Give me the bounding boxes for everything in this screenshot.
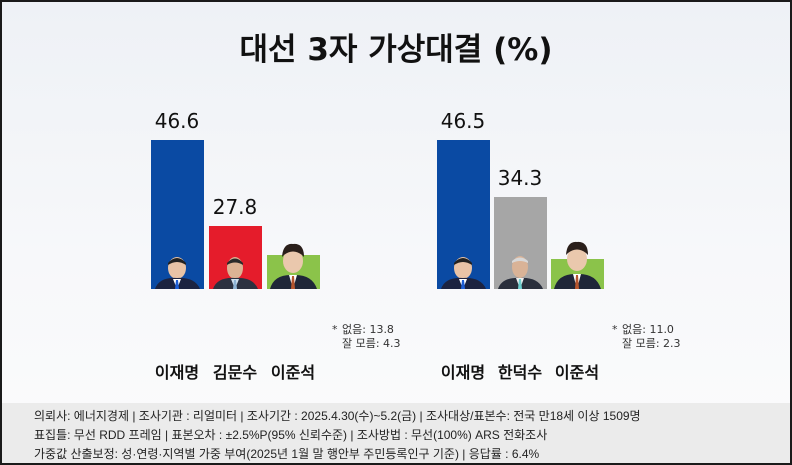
none-dont-know-note: * 없음: 11.0 잘 모름: 2.3	[612, 323, 681, 351]
footer-line-weighting: 가중값 산출보정: 성·연령·지역별 가중 부여(2025년 1월 말 행안부 …	[34, 447, 540, 461]
dont-know-value: 잘 모름: 4.3	[342, 337, 401, 350]
footer-line-sponsor: 의뢰사: 에너지경제 | 조사기관 : 리얼미터 | 조사기간 : 2025.4…	[34, 409, 641, 423]
asterisk: *	[612, 323, 618, 336]
none-value: 없음: 13.8	[342, 323, 394, 336]
candidate-photo-lee-jun-seok	[267, 241, 320, 289]
candidate-photo-lee-jun-seok	[551, 231, 604, 289]
none-dont-know-note: * 없음: 13.8 잘 모름: 4.3	[332, 323, 401, 351]
bar-value-label: 46.6	[154, 109, 200, 133]
survey-methodology-footer: 의뢰사: 에너지경제 | 조사기관 : 리얼미터 | 조사기간 : 2025.4…	[2, 403, 790, 463]
matchup-chart-2: 46.5 이재명 34.3 한덕수 5.9 이준석 *없음: 11.0 잘 모름…	[2, 2, 790, 402]
candidate-name: 이재명	[154, 363, 200, 382]
dont-know-value: 잘 모름: 2.3	[622, 337, 681, 350]
candidate-name: 이준석	[554, 363, 600, 382]
candidate-photo-lee-jae-myung	[151, 255, 204, 289]
candidate-photo-lee-jae-myung	[437, 255, 490, 289]
candidate-photo-kim-moon-soo	[209, 255, 262, 289]
none-value: 없음: 11.0	[622, 323, 674, 336]
chart-title: 대선 3자 가상대결 (%)	[239, 32, 553, 68]
bar-value-label: 34.3	[497, 166, 543, 190]
candidate-name: 이재명	[440, 363, 486, 382]
candidate-name: 김문수	[212, 363, 258, 382]
candidate-name: 이준석	[270, 363, 316, 382]
bar-value-label: 46.5	[440, 109, 486, 133]
candidate-name: 한덕수	[497, 363, 543, 382]
candidate-photo-han-duck-soo	[494, 255, 547, 289]
footer-line-sampling: 표집틀: 무선 RDD 프레임 | 표본오차 : ±2.5%P(95% 신뢰수준…	[34, 428, 548, 442]
matchup-chart-1: 46.6 이재명 27.8 김문수 7.5 이준석 *없음: 13.8 잘 모름…	[2, 2, 401, 402]
asterisk: *	[332, 323, 338, 336]
bar-value-label: 27.8	[212, 195, 258, 219]
